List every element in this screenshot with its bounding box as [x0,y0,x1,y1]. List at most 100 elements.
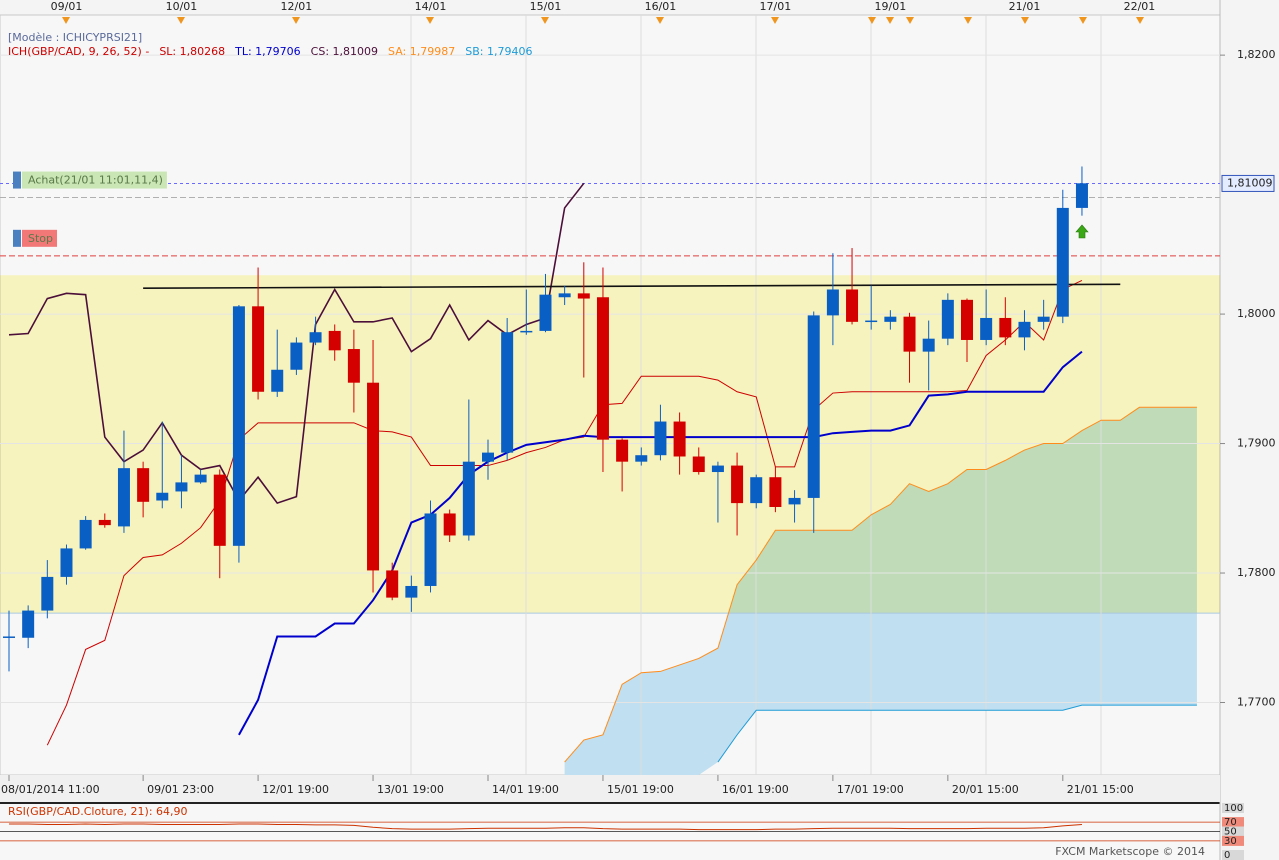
top-date-label: 14/01 [415,0,447,13]
last-price-label: 1,81009 [1227,176,1273,189]
x-tick-label: 20/01 15:00 [952,783,1019,796]
candle-body [1018,321,1031,338]
y-tick-label: 1,7700 [1237,695,1276,708]
top-date-label: 16/01 [645,0,677,13]
rsi-tick-box [1222,817,1244,828]
candle-body [443,513,456,536]
candle-body [175,482,188,492]
event-marker [1079,17,1087,24]
candle-body [788,497,801,505]
main-layer [3,166,1197,831]
indicator-line [8,182,585,505]
candle-body [22,610,35,638]
x-tick-label: 09/01 23:00 [147,783,214,796]
candle-body [3,636,15,638]
candle-body [1075,183,1088,208]
candle-body [252,306,265,392]
rsi-tick-label: 50 [1224,827,1237,838]
candle-body [596,297,609,440]
rsi-tick-label: 0 [1224,850,1230,860]
model-label: [Modèle : ICHICYPRSI21] [8,31,142,44]
top-date-label: 15/01 [530,0,562,13]
x-tick-label: 21/01 15:00 [1067,783,1134,796]
last-price-box [1221,174,1275,192]
candle-body [520,330,533,333]
rsi-label: RSI(GBP/CAD.Cloture, 21): 64,90 [8,805,188,818]
candle-body [961,299,973,340]
candle-body [1056,207,1069,317]
x-tick-label: 08/01/2014 11:00 [1,783,100,796]
candle-body [999,317,1012,338]
candle-body [941,299,954,339]
indicator-line [717,704,1197,763]
candle-body [769,477,782,507]
y-tick-label: 1,7800 [1237,566,1276,579]
top-date-label: 19/01 [875,0,907,13]
rsi-tick-label: 100 [1224,803,1243,814]
zone-band [0,275,1220,614]
event-marker [906,17,914,24]
x-tick-label: 12/01 19:00 [262,783,329,796]
event-marker [771,17,779,24]
candle-body [501,332,514,453]
candle-body [405,585,418,598]
candle-body [616,439,629,462]
event-marker [656,17,664,24]
top-date-label: 22/01 [1124,0,1156,13]
legend-ich: ICH(GBP/CAD, 9, 26, 52) - [8,45,149,58]
event-marker [62,17,70,24]
rsi-tick-label: 30 [1224,836,1237,847]
rsi-tick-box [1222,826,1244,837]
candle-body [884,316,897,322]
candle-body [558,293,571,298]
trendline [143,283,1121,289]
event-marker [541,17,549,24]
x-tick-label: 17/01 19:00 [837,783,904,796]
rsi-tick-box [1222,803,1244,813]
event-marker [964,17,972,24]
x-tick-label: 13/01 19:00 [377,783,444,796]
candle-body [79,519,92,549]
candle-body [865,320,878,323]
candle-body [41,576,54,611]
event-marker [1021,17,1029,24]
candle-body [98,519,111,526]
order-handle [13,229,21,247]
legend-entry: SA: 1,79987 [388,45,455,58]
candle-body [60,548,73,577]
rsi-panel [0,804,1220,860]
candle-body [347,349,360,383]
event-marker [177,17,185,24]
y-tick-label: 1,8200 [1237,48,1276,61]
top-date-label: 17/01 [760,0,792,13]
candle-body [826,289,839,316]
legend-entry: CS: 1,81009 [311,45,378,58]
candle-body [117,468,130,527]
order-handle [13,171,21,189]
footer: FXCM Marketscope © 2014 [1055,845,1205,858]
top-date-label: 21/01 [1009,0,1041,13]
candle-body [807,315,820,498]
event-marker [868,17,876,24]
candle-body [903,316,916,352]
candle-body [577,293,590,299]
bottom-axis [0,775,1220,802]
order-box [22,229,58,247]
candle-body [980,317,993,340]
event-marker [886,17,894,24]
candle-body [462,461,475,536]
candle-body [731,465,744,504]
candle-body [846,289,859,322]
order-box [22,171,167,189]
candle-body [711,465,724,473]
buy-signal-arrow [1075,224,1089,239]
candle-body [271,369,284,392]
candle-body [156,492,169,501]
candle-body [213,474,226,546]
candle-body [424,513,437,586]
candle-body [194,474,207,483]
candle-body [309,332,322,343]
